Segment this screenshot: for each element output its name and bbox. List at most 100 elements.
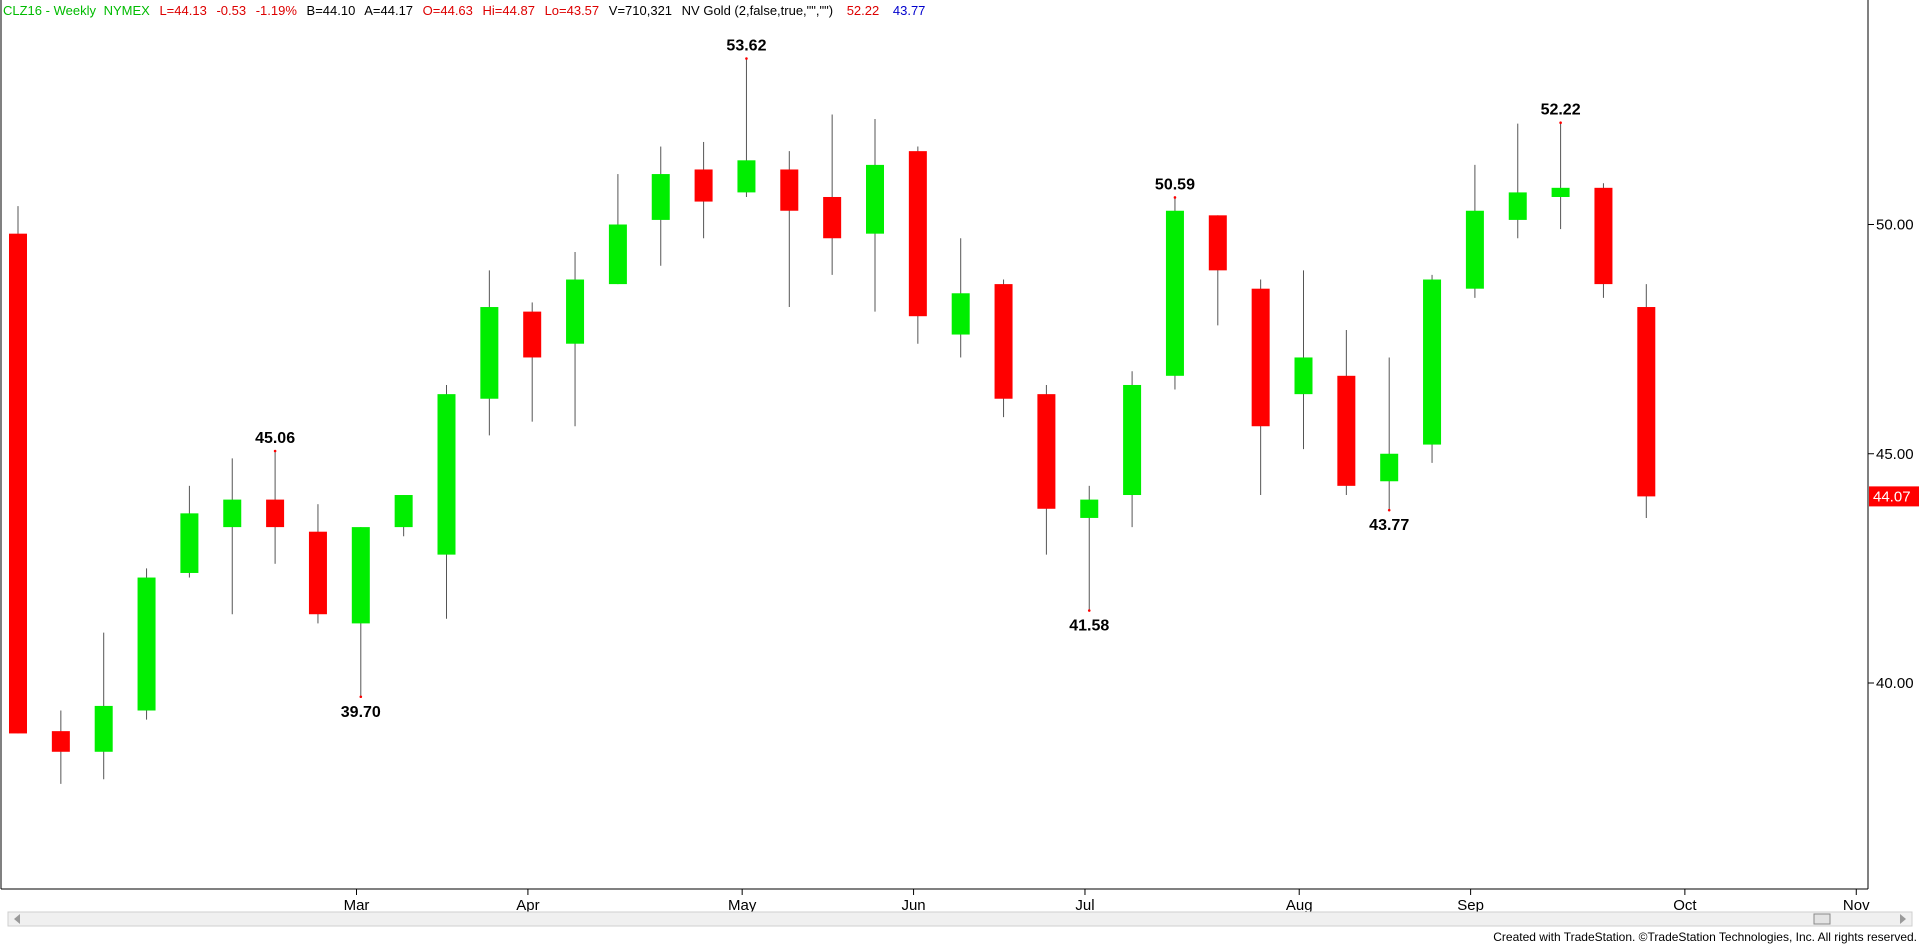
- extreme-marker: [1087, 609, 1091, 612]
- candle-body: [866, 164, 884, 234]
- candle-body: [566, 279, 585, 344]
- header-pct-change: -1.19%: [256, 3, 298, 18]
- candle-body: [1594, 187, 1613, 285]
- candle-body: [523, 311, 542, 358]
- candle-body: [994, 284, 1013, 399]
- price-annotation: 43.77: [1369, 517, 1409, 534]
- candle-body: [1337, 375, 1356, 486]
- candle-body: [9, 233, 27, 734]
- candle-body: [437, 394, 456, 555]
- header-exchange: NYMEX: [104, 3, 151, 18]
- x-tick-label: Nov: [1843, 897, 1870, 914]
- candle-body: [1080, 499, 1099, 518]
- candle-week-8: [308, 504, 327, 624]
- candle-body: [1637, 307, 1656, 497]
- candle-week-34: [1423, 274, 1442, 463]
- candle-week-19: [780, 151, 799, 308]
- candle-body: [694, 169, 713, 202]
- header-change: -0.53: [216, 3, 246, 18]
- candle-body: [823, 196, 842, 239]
- extreme-marker: [273, 449, 277, 453]
- candle-body: [266, 499, 285, 528]
- x-tick-label: Apr: [516, 897, 539, 914]
- candle-week-31: [1294, 270, 1313, 450]
- x-tick-label: Aug: [1286, 897, 1313, 914]
- candle-week-20: [823, 114, 842, 275]
- x-tick-label: Jul: [1075, 897, 1094, 914]
- candle-body: [1423, 279, 1442, 445]
- header-indicator-high: 52.22: [847, 3, 880, 18]
- candle-week-26: [1080, 485, 1099, 611]
- candle-body: [1380, 453, 1399, 482]
- candle-week-38: [1594, 183, 1613, 298]
- candle-body: [1465, 210, 1484, 289]
- candle-week-23: [951, 238, 970, 358]
- scroll-right-icon[interactable]: [1900, 914, 1906, 924]
- candle-week-24: [994, 279, 1013, 418]
- x-tick-label: May: [728, 897, 757, 914]
- last-price-box: [1869, 486, 1919, 507]
- header-open: O=44.63: [423, 3, 473, 18]
- candle-week-21: [866, 119, 884, 312]
- candle-body: [908, 151, 927, 317]
- scrollbar-track[interactable]: [7, 911, 1913, 927]
- candle-body: [951, 293, 970, 335]
- price-annotation: 41.58: [1069, 618, 1109, 635]
- price-annotation: 53.62: [726, 38, 766, 55]
- candle-body: [1165, 210, 1184, 376]
- candle-week-27: [1123, 371, 1142, 528]
- header-ask: A=44.17: [364, 3, 413, 18]
- header-volume: V=710,321: [609, 3, 672, 18]
- candle-body: [1551, 187, 1570, 197]
- candle-week-9: [351, 527, 370, 697]
- scrollbar-thumb[interactable]: [1813, 913, 1831, 925]
- header-symbol: CLZ16 - Weekly: [3, 3, 96, 18]
- candle-week-18: [737, 58, 756, 197]
- header-low: Lo=43.57: [545, 3, 600, 18]
- candle-body: [308, 531, 327, 615]
- candle-week-35: [1465, 164, 1484, 298]
- extreme-marker: [745, 57, 748, 60]
- extreme-marker: [359, 695, 363, 699]
- header-bid: B=44.10: [307, 3, 356, 18]
- footer-credit: Created with TradeStation. ©TradeStation…: [1493, 930, 1917, 944]
- candle-week-3: [94, 632, 113, 780]
- candle-week-12: [480, 270, 499, 436]
- price-annotation: 52.22: [1541, 102, 1581, 119]
- candle-body: [137, 577, 156, 711]
- scroll-left-icon[interactable]: [14, 914, 20, 924]
- x-tick-label: Jun: [901, 897, 925, 914]
- last-price-label: 44.07: [1873, 488, 1911, 505]
- time-axis: MarAprMayJunJulAugSepOctNovDec: [344, 889, 1870, 914]
- header-indicator-low: 43.77: [893, 3, 926, 18]
- candle-week-33: [1380, 357, 1399, 511]
- candle-body: [1508, 192, 1527, 220]
- candle-week-25: [1037, 384, 1056, 555]
- candle-week-37: [1551, 122, 1570, 230]
- candle-week-29: [1208, 215, 1227, 326]
- horizontal-scrollbar[interactable]: [7, 911, 1913, 927]
- candle-week-4: [137, 568, 156, 720]
- candle-week-2: [51, 710, 70, 784]
- header-high: Hi=44.87: [483, 3, 535, 18]
- header-last: L=44.13: [159, 3, 206, 18]
- candle-body: [1123, 384, 1142, 496]
- extreme-marker: [1559, 121, 1562, 125]
- candle-week-28: [1165, 197, 1184, 390]
- candle-week-32: [1337, 329, 1356, 496]
- price-axis: 50.00 45.00 40.00: [1868, 217, 1914, 692]
- price-annotation: 45.06: [255, 430, 295, 447]
- candle-body: [1294, 357, 1313, 395]
- candle-week-1: [9, 206, 27, 734]
- candle-week-16: [651, 146, 670, 266]
- y-tick-label: 40.00: [1876, 675, 1914, 692]
- candles-layer: [9, 58, 1656, 784]
- x-tick-label: Sep: [1457, 897, 1484, 914]
- candle-week-13: [523, 302, 542, 422]
- candle-body: [180, 513, 199, 573]
- candle-body: [51, 731, 70, 752]
- candle-body: [351, 527, 370, 624]
- candle-body: [737, 160, 756, 193]
